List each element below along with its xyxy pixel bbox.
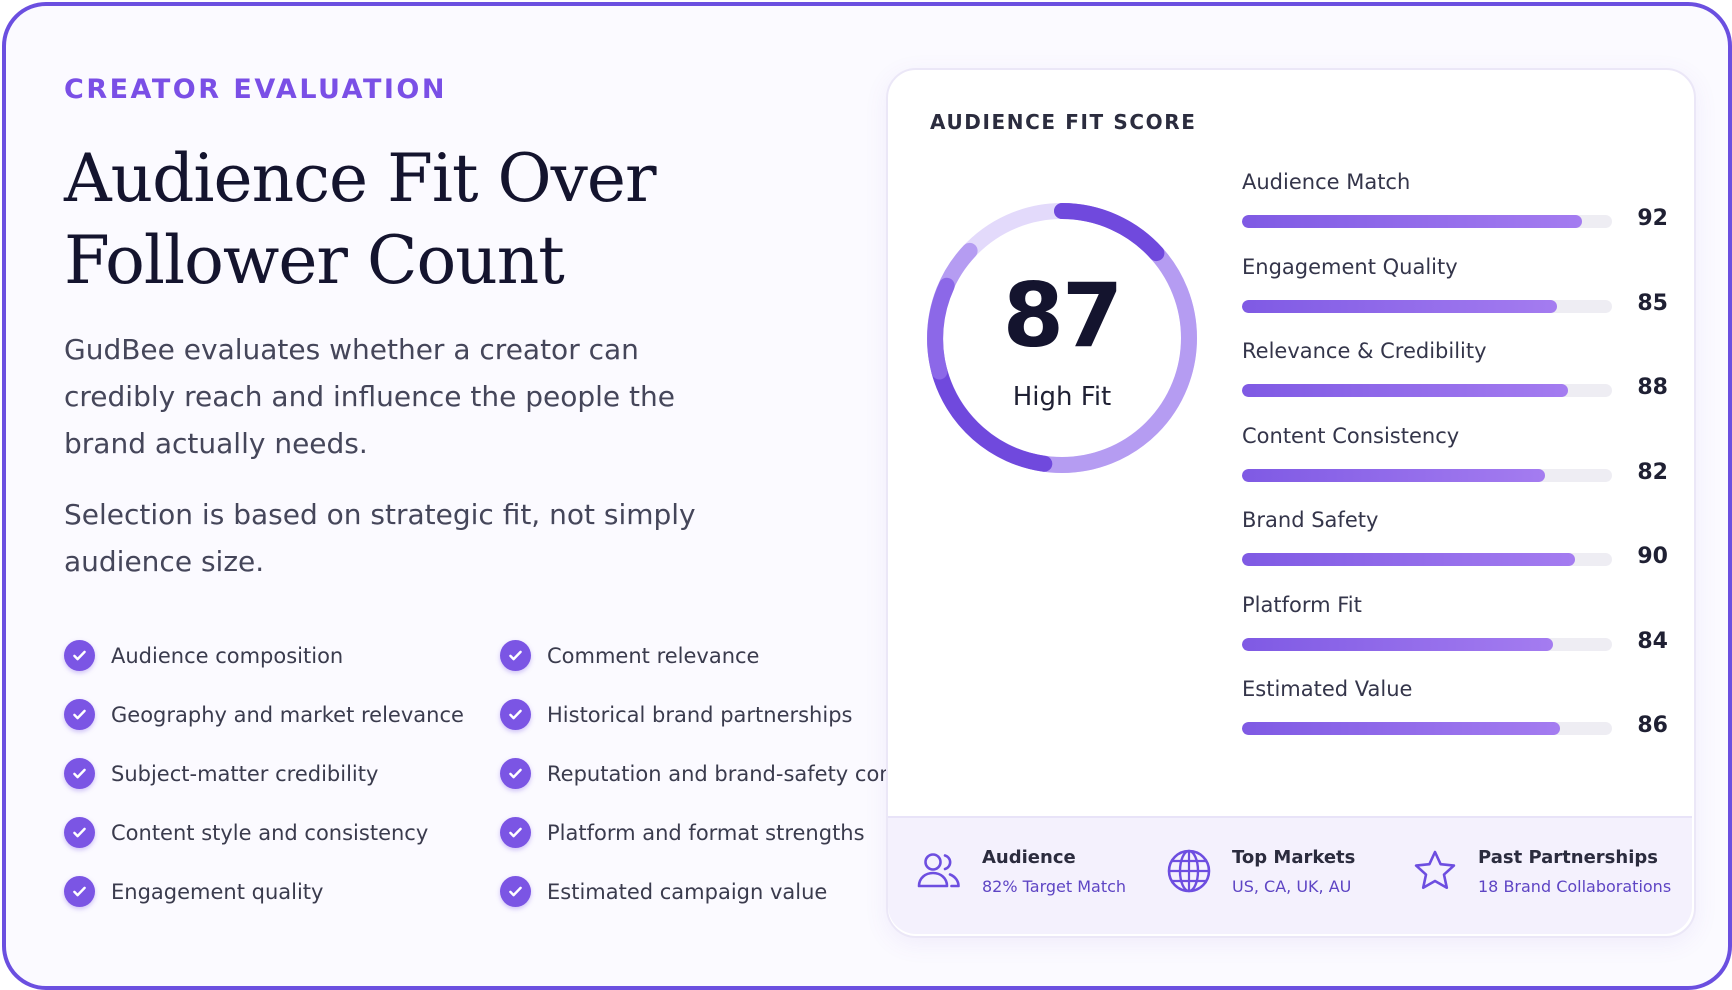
check-circle-icon: [500, 817, 531, 848]
stat-top-markets: Top Markets US, CA, UK, AU: [1164, 846, 1355, 896]
criteria-list-right: Comment relevance Historical brand partn…: [500, 626, 950, 921]
metric-name: Estimated Value: [1242, 677, 1413, 701]
metric-bar-fill: [1242, 384, 1568, 397]
metric-bar-fill: [1242, 299, 1557, 313]
criteria-item: Reputation and brand-safety concerns: [500, 744, 950, 803]
criteria-label: Audience composition: [111, 643, 344, 668]
audience-fit-score-card: AUDIENCE FIT SCORE 87 High Fit Audience …: [886, 68, 1696, 938]
metric-bar-track: [1242, 299, 1612, 313]
gauge-accent-bottom: [931, 363, 1053, 472]
gauge-accent-left: [927, 277, 955, 380]
star-icon: [1414, 850, 1456, 889]
stat-title: Top Markets: [1232, 846, 1356, 868]
stat-title: Audience: [982, 846, 1076, 868]
criteria-item: Subject-matter credibility: [64, 744, 464, 803]
check-circle-icon: [500, 876, 531, 907]
metric-bar-fill: [1242, 553, 1575, 566]
check-circle-icon: [64, 699, 95, 730]
summary-footer: Audience 82% Target Match Top Markets US…: [888, 816, 1692, 934]
metric-bar-fill: [1242, 722, 1561, 735]
check-circle-icon: [500, 699, 531, 730]
stat-subtitle: 82% Target Match: [982, 876, 1127, 896]
selection-note: Selection is based on strategic fit, not…: [64, 498, 696, 578]
metric-row: Content Consistency 82: [1242, 424, 1672, 509]
metric-value: 92: [1637, 206, 1668, 231]
metric-row: Engagement Quality 85: [1242, 255, 1672, 340]
metric-bar-fill: [1242, 215, 1583, 228]
criteria-label: Comment relevance: [547, 643, 760, 668]
metric-row: Audience Match 92: [1242, 170, 1672, 255]
criteria-label: Estimated campaign value: [547, 879, 828, 904]
stat-subtitle: 18 Brand Collaborations: [1478, 876, 1672, 896]
check-circle-icon: [64, 640, 95, 671]
fit-score-value: 87: [1002, 264, 1123, 367]
criteria-label: Subject-matter credibility: [111, 761, 379, 786]
criteria-item: Engagement quality: [64, 862, 464, 921]
metric-bar-track: [1242, 637, 1612, 651]
criteria-item: Content style and consistency: [64, 803, 464, 862]
criteria-item: Platform and format strengths: [500, 803, 950, 862]
check-circle-icon: [64, 758, 95, 789]
metric-row: Brand Safety 90: [1242, 508, 1672, 593]
criteria-label: Engagement quality: [111, 879, 324, 904]
metric-bar-track: [1242, 722, 1612, 735]
criteria-item: Estimated campaign value: [500, 862, 950, 921]
gauge-accent-top: [1054, 203, 1165, 262]
eyebrow-label: CREATOR EVALUATION: [64, 74, 447, 105]
metric-name: Engagement Quality: [1242, 254, 1458, 279]
criteria-label: Platform and format strengths: [547, 820, 865, 845]
criteria-list-left: Audience composition Geography and marke…: [64, 626, 464, 921]
stat-audience: Audience 82% Target Match: [914, 846, 1126, 896]
metric-bar-track: [1242, 384, 1612, 397]
description-paragraph: GudBee evaluates whether a creator can c…: [64, 333, 676, 460]
metric-value: 88: [1637, 375, 1668, 400]
metric-row: Estimated Value 86: [1242, 677, 1672, 762]
check-circle-icon: [500, 640, 531, 671]
criteria-item: Historical brand partnerships: [500, 685, 950, 744]
globe-icon: [1167, 849, 1211, 893]
metric-value: 85: [1637, 290, 1668, 316]
metric-name: Audience Match: [1242, 170, 1411, 194]
stat-title: Past Partnerships: [1478, 846, 1658, 868]
metric-row: Relevance & Credibility 88: [1242, 339, 1672, 424]
criteria-label: Geography and market relevance: [111, 702, 464, 727]
criteria-item: Comment relevance: [500, 626, 950, 685]
metric-list: Audience Match 92 Engagement Quality 85 …: [1242, 170, 1672, 762]
metric-name: Content Consistency: [1242, 423, 1460, 448]
metric-name: Platform Fit: [1242, 592, 1362, 617]
stat-past-partnerships: Past Partnerships 18 Brand Collaboration…: [1410, 846, 1671, 896]
check-circle-icon: [64, 876, 95, 907]
card-title: AUDIENCE FIT SCORE: [930, 110, 1197, 134]
score-gauge: [927, 203, 1197, 473]
metric-value: 82: [1637, 459, 1668, 485]
metric-value: 86: [1637, 713, 1668, 738]
metric-bar-track: [1242, 553, 1612, 566]
metric-value: 84: [1637, 628, 1668, 654]
criteria-item: Geography and market relevance: [64, 685, 464, 744]
check-circle-icon: [500, 758, 531, 789]
check-circle-icon: [64, 817, 95, 848]
criteria-label: Content style and consistency: [111, 820, 429, 845]
users-icon: [917, 853, 960, 888]
stat-subtitle: US, CA, UK, AU: [1232, 876, 1352, 896]
fit-score-label: High Fit: [1012, 382, 1112, 412]
metric-name: Brand Safety: [1242, 508, 1379, 532]
page-title: Audience Fit Over Follower Count: [64, 140, 657, 299]
metric-bar-track: [1242, 468, 1612, 482]
criteria-label: Reputation and brand-safety concerns: [547, 761, 950, 786]
metric-name: Relevance & Credibility: [1242, 339, 1487, 363]
criteria-label: Historical brand partnerships: [547, 702, 853, 727]
metric-value: 90: [1637, 544, 1668, 569]
metric-bar-track: [1242, 215, 1612, 228]
metric-bar-fill: [1242, 637, 1553, 651]
criteria-item: Audience composition: [64, 626, 464, 685]
metric-row: Platform Fit 84: [1242, 593, 1672, 678]
metric-bar-fill: [1242, 468, 1546, 482]
